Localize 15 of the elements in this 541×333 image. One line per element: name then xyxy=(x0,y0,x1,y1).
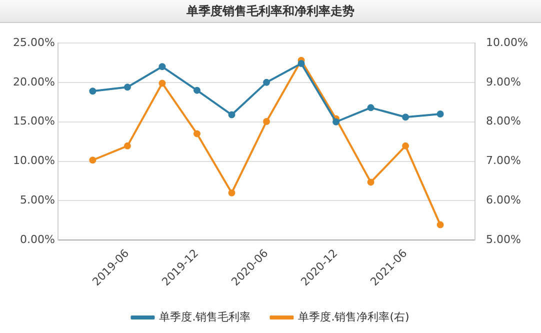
y2-tick-label: 10.00% xyxy=(486,36,528,49)
y-tick-label: 10.00% xyxy=(12,154,55,168)
y-tick-label: 0.00% xyxy=(20,233,55,246)
y2-tick-label: 8.00% xyxy=(486,114,522,128)
legend-label: 单季度.销售净利率(右) xyxy=(298,310,410,324)
y2-tick-label: 7.00% xyxy=(486,154,522,168)
chart-title: 单季度销售毛利率和净利率走势 xyxy=(0,0,541,23)
y-tick-label: 5.00% xyxy=(20,194,55,207)
legend-label: 单季度.销售毛利率 xyxy=(159,310,251,324)
y2-tick-label: 6.00% xyxy=(486,194,522,207)
y-tick-label: 25.00% xyxy=(12,36,55,49)
y2-tick-label: 9.00% xyxy=(486,75,522,88)
y-tick-label: 15.00% xyxy=(12,114,55,128)
y2-tick-label: 5.00% xyxy=(486,233,522,246)
y-tick-label: 20.00% xyxy=(12,75,55,88)
